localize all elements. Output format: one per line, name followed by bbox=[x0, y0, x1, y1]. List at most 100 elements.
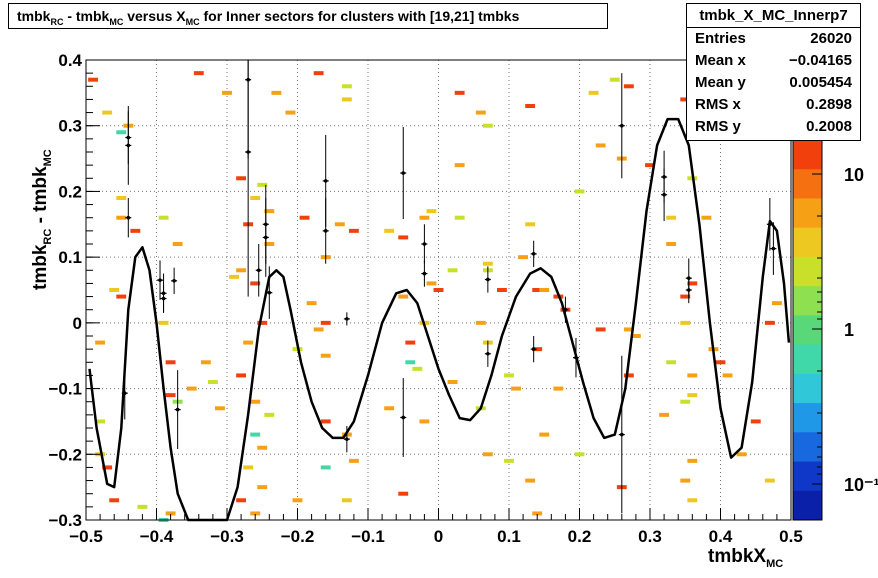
heatmap-cell bbox=[525, 104, 536, 108]
x-tick-label: 0.3 bbox=[638, 527, 662, 546]
heatmap-cell bbox=[532, 347, 543, 352]
profile-points bbox=[121, 60, 777, 514]
heatmap-cell bbox=[348, 458, 359, 463]
profile-point bbox=[245, 60, 252, 297]
heatmap-cell bbox=[482, 261, 493, 266]
heatmap-cell bbox=[553, 386, 564, 391]
heatmap-cell bbox=[750, 419, 761, 424]
heatmap-cell bbox=[348, 228, 359, 233]
profile-point bbox=[255, 244, 262, 297]
point-dot bbox=[323, 229, 328, 233]
heatmap-cell bbox=[419, 215, 430, 220]
x-tick-label: −0.4 bbox=[140, 527, 174, 546]
y-tick-label: 0.4 bbox=[58, 51, 82, 70]
heatmap-cell bbox=[130, 228, 141, 233]
y-tick-label: 0 bbox=[73, 314, 82, 333]
heatmap-cell bbox=[539, 288, 550, 292]
heatmap-cell bbox=[525, 478, 536, 483]
heatmap-cell bbox=[687, 373, 698, 378]
heatmap-cell bbox=[666, 242, 677, 246]
point-dot bbox=[486, 351, 490, 356]
heatmap-cell bbox=[257, 320, 268, 325]
heatmap-cell bbox=[701, 215, 712, 220]
heatmap-cell bbox=[165, 511, 176, 516]
stats-name: tmbk_X_MC_Innerp7 bbox=[687, 4, 860, 28]
heatmap-cell bbox=[426, 209, 437, 214]
heatmap-cell bbox=[419, 419, 430, 424]
heatmap-cell bbox=[109, 288, 120, 292]
colorbar-segment bbox=[793, 344, 822, 375]
heatmap-cell bbox=[102, 465, 113, 470]
heatmap-cell bbox=[687, 498, 698, 503]
heatmap-cell bbox=[165, 360, 176, 365]
heatmap-cell bbox=[313, 327, 324, 332]
point-dot bbox=[531, 252, 536, 256]
point-dot bbox=[122, 391, 127, 395]
x-tick-label: 0.4 bbox=[709, 527, 733, 546]
heatmap-cell bbox=[95, 452, 106, 457]
point-dot bbox=[401, 415, 406, 420]
heatmap-cell bbox=[609, 77, 620, 82]
heatmap-cell bbox=[532, 511, 543, 516]
colorbar-segment bbox=[793, 286, 822, 316]
colorbar-segment bbox=[793, 256, 822, 287]
point-dot bbox=[323, 179, 328, 183]
y-tick-label: 0.3 bbox=[58, 117, 82, 136]
heatmap-cell bbox=[574, 189, 585, 194]
heatmap-cell bbox=[250, 399, 261, 404]
heatmap-cell bbox=[764, 320, 775, 325]
colorbar-segment bbox=[793, 198, 822, 229]
heatmap-cell bbox=[475, 320, 486, 325]
colorbar-segment bbox=[793, 315, 822, 346]
heatmap-cell bbox=[405, 340, 416, 345]
heatmap-cell bbox=[384, 228, 395, 233]
heatmap-cell bbox=[116, 294, 127, 299]
heatmap-cell bbox=[172, 242, 183, 246]
heatmap-cell bbox=[497, 288, 507, 292]
heatmap-cell bbox=[426, 281, 437, 286]
heatmap-cell bbox=[158, 215, 169, 220]
profile-point bbox=[766, 198, 773, 251]
heatmap-cell bbox=[250, 432, 261, 437]
stats-box: tmbk_X_MC_Innerp7 Entries 26020 Mean x −0.… bbox=[686, 3, 861, 141]
heatmap-cell bbox=[539, 432, 550, 437]
colorbar-segment bbox=[793, 490, 822, 521]
heatmap-cell bbox=[229, 274, 239, 279]
profile-point bbox=[618, 73, 625, 179]
heatmap-cell bbox=[771, 301, 782, 306]
profile-point bbox=[160, 285, 167, 312]
y-tick-label: 0.1 bbox=[58, 248, 82, 267]
plot-title: tmbkRC - tmbkMC versus XMC for Inner sec… bbox=[8, 3, 608, 29]
x-tick-label: −0.1 bbox=[351, 527, 385, 546]
profile-point bbox=[125, 198, 132, 238]
heatmap-cell bbox=[482, 452, 493, 457]
point-dot bbox=[263, 222, 268, 227]
heatmap-cell bbox=[207, 380, 218, 384]
heatmap-cell bbox=[222, 90, 232, 95]
colorbar-segment bbox=[793, 227, 822, 258]
heatmap-cell bbox=[447, 380, 458, 384]
profile-point bbox=[125, 106, 132, 185]
heatmap-cell bbox=[109, 498, 120, 503]
x-tick-label: −0.3 bbox=[210, 527, 244, 546]
colorbar-segment bbox=[793, 403, 822, 433]
profile-point bbox=[343, 312, 350, 326]
heatmap-cell bbox=[257, 485, 268, 490]
heatmap-cell bbox=[158, 320, 169, 325]
grid bbox=[86, 60, 791, 520]
heatmap-cell bbox=[186, 386, 197, 391]
point-dot bbox=[256, 268, 261, 273]
heatmap-cell bbox=[88, 77, 98, 82]
profile-point bbox=[562, 296, 569, 323]
heatmap-cell bbox=[95, 340, 106, 345]
profile-point bbox=[661, 150, 668, 204]
heatmap-cell bbox=[243, 340, 254, 345]
point-dot bbox=[175, 407, 180, 412]
y-tick-label: −0.1 bbox=[48, 380, 82, 399]
heatmap-cell bbox=[264, 412, 275, 417]
heatmap-cell bbox=[532, 288, 543, 292]
heatmap-cell bbox=[215, 406, 225, 411]
heatmap-cell bbox=[116, 130, 127, 135]
heatmap-cell bbox=[236, 498, 247, 503]
